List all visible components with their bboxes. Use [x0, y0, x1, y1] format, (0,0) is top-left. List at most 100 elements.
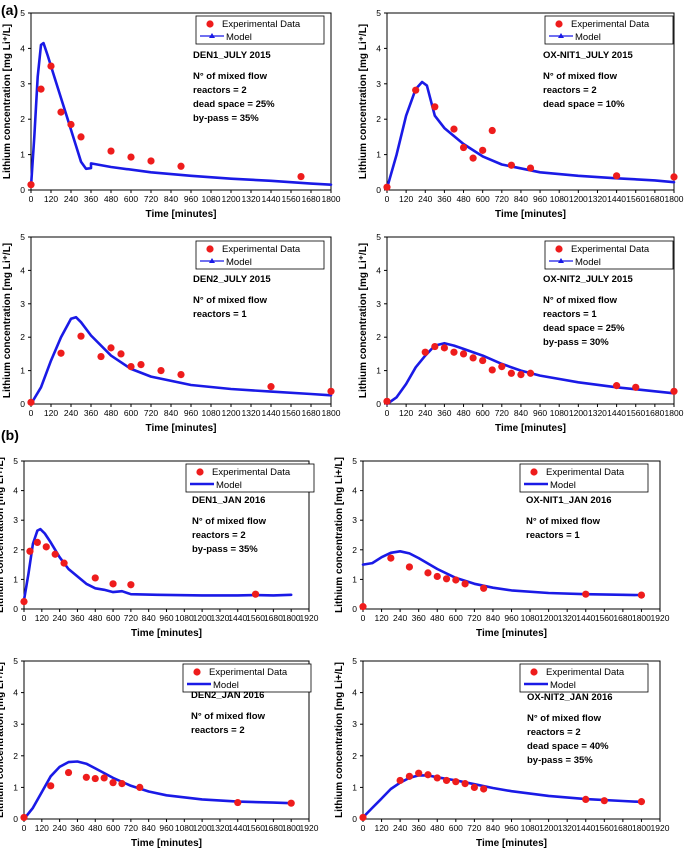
y-tick-label: 2 [20, 332, 25, 342]
y-tick-label: 4 [20, 43, 25, 53]
chart-title: DEN2_JAN 2016 [191, 690, 264, 701]
experimental-point [461, 780, 469, 788]
y-tick-label: 3 [376, 79, 381, 89]
x-tick-label: 1200 [222, 194, 241, 204]
chart-title: OX-NIT1_JAN 2016 [526, 495, 612, 506]
x-tick-label: 0 [385, 408, 390, 418]
x-tick-label: 840 [514, 408, 528, 418]
x-tick-label: 840 [142, 823, 156, 833]
experimental-point [479, 356, 487, 365]
plot-frame [30, 12, 332, 191]
y-tick-label: 1 [20, 366, 25, 376]
x-tick-label: 480 [456, 408, 470, 418]
model-curve [385, 341, 676, 406]
chart-annotation: dead space = 10% [543, 99, 625, 110]
experimental-point [51, 550, 59, 558]
experimental-point [177, 162, 185, 170]
x-tick-label: 1440 [228, 613, 247, 623]
experimental-point [433, 774, 441, 782]
experimental-point [440, 344, 448, 352]
y-tick-label: 3 [20, 299, 25, 309]
experimental-point [137, 360, 145, 369]
x-tick-label: 1560 [626, 408, 645, 418]
x-tick-label: 1320 [558, 823, 577, 833]
y-tick-label: 2 [376, 332, 381, 342]
y-tick-label: 2 [13, 751, 18, 761]
x-tick-label: 480 [430, 613, 444, 623]
y-tick-label: 2 [352, 751, 357, 761]
x-tick-label: 1680 [264, 823, 283, 833]
x-tick-label: 1800 [322, 408, 341, 418]
x-tick-label: 0 [361, 823, 366, 833]
experimental-point [459, 350, 468, 358]
experimental-point [480, 785, 488, 793]
y-axis-title: Lithium concentration [mg Li+/L] [334, 457, 345, 613]
chart-annotation: reactors = 2 [191, 725, 245, 736]
experimental-point [582, 795, 590, 804]
experimental-point [452, 576, 460, 584]
y-axis-title: Lithium concentration [mg Li⁺/L] [358, 24, 369, 179]
x-tick-label: 1320 [210, 823, 229, 833]
experimental-point [442, 575, 451, 583]
y-tick-label: 2 [20, 114, 25, 124]
plot-frame [30, 236, 332, 405]
model-curve [22, 527, 293, 602]
x-tick-label: 1560 [626, 194, 645, 204]
legend-box [195, 15, 325, 45]
chart-annotation: dead space = 25% [193, 99, 275, 110]
legend-model-label: Model [226, 32, 252, 43]
x-tick-label: 1680 [613, 823, 632, 833]
legend-model-label: Model [550, 680, 576, 691]
chart-annotation: N° of mixed flow [527, 713, 602, 724]
y-tick-label: 3 [13, 719, 18, 729]
legend-experimental-marker [206, 245, 214, 253]
legend-box [544, 15, 674, 45]
legend-box [185, 463, 315, 493]
experimental-point [20, 598, 28, 606]
experimental-point [632, 383, 640, 391]
experimental-point [450, 125, 458, 133]
legend-experimental-label: Experimental Data [222, 19, 301, 30]
y-tick-label: 4 [13, 486, 18, 496]
experimental-point [77, 133, 85, 141]
legend-box [544, 240, 674, 270]
x-tick-label: 840 [486, 613, 500, 623]
experimental-point [47, 62, 55, 70]
x-tick-label: 240 [418, 408, 432, 418]
experimental-point [67, 120, 75, 129]
experimental-point [251, 590, 260, 598]
x-tick-label: 1080 [202, 194, 221, 204]
x-tick-label: 120 [35, 613, 49, 623]
experimental-point [637, 798, 646, 806]
chart-title: DEN1_JAN 2016 [192, 495, 265, 506]
chart-annotation: reactors = 2 [193, 85, 247, 96]
experimental-point [27, 398, 35, 406]
x-tick-label: 720 [495, 408, 509, 418]
experimental-point [450, 348, 458, 356]
x-tick-label: 1200 [193, 613, 212, 623]
experimental-point [470, 783, 478, 792]
legend-experimental-label: Experimental Data [209, 667, 288, 678]
experimental-point [405, 563, 414, 571]
x-tick-label: 1200 [222, 408, 241, 418]
experimental-point [127, 362, 135, 371]
y-tick-label: 4 [20, 265, 25, 275]
y-tick-label: 0 [20, 399, 25, 409]
section-label-a: (a) [1, 2, 18, 18]
chart-annotation: N° of mixed flow [191, 711, 266, 722]
experimental-point [287, 799, 295, 807]
x-tick-label: 240 [393, 823, 407, 833]
experimental-point [57, 108, 65, 116]
x-tick-label: 0 [22, 823, 27, 833]
model-curve [29, 315, 333, 406]
legend-model-marker [558, 258, 564, 263]
y-tick-label: 5 [376, 232, 381, 242]
x-tick-label: 360 [437, 194, 451, 204]
experimental-point [431, 103, 439, 111]
x-axis-title: Time [minutes] [146, 209, 217, 220]
experimental-point [33, 538, 41, 547]
chart-title: OX-NIT2_JAN 2016 [527, 692, 613, 703]
